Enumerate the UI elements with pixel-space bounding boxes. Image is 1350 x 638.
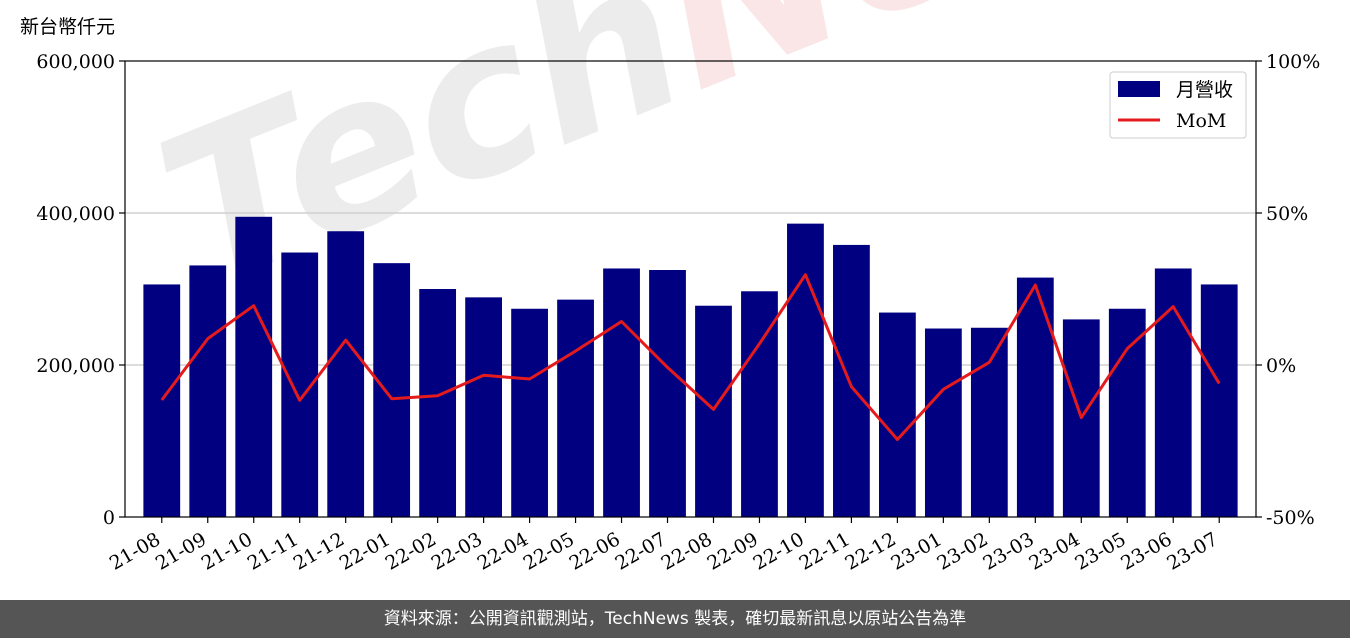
x-tick-label: 21-08 [106,528,164,574]
x-tick-label: 22-05 [520,528,578,574]
revenue-bar [1200,284,1238,517]
source-footer: 資料來源：公開資訊觀測站，TechNews 製表，確切最新訊息以原站公告為準 [0,600,1350,638]
x-tick-label: 22-07 [612,528,670,574]
revenue-bar [833,244,870,518]
x-tick-label: 23-06 [1117,528,1175,574]
left-y-tick-label: 200,000 [36,355,115,377]
revenue-bar [603,268,640,517]
x-tick-label: 22-02 [382,528,440,574]
x-tick-label: 22-06 [566,528,624,574]
revenue-bar [189,265,227,517]
legend-swatch-revenue [1118,81,1160,97]
revenue-bar [741,291,778,517]
legend-label-revenue: 月營收 [1176,79,1233,101]
x-tick-label: 23-02 [933,528,991,574]
revenue-bar [327,231,365,518]
x-tick-label: 22-04 [474,528,532,574]
x-tick-label: 23-04 [1025,528,1083,574]
right-y-tick-label: -50% [1266,507,1315,529]
x-axis: 21-0821-0921-1021-1121-1222-0122-0222-03… [106,517,1222,575]
revenue-bar [879,312,916,517]
revenue-bar [924,328,962,517]
mom-line [160,273,1221,441]
revenue-bar [143,284,181,517]
x-tick-label: 23-07 [1163,528,1221,574]
right-y-tick-label: 50% [1266,203,1308,225]
legend-label-mom: MoM [1176,110,1226,132]
revenue-bar [511,308,548,517]
revenue-chart: 0 200,000 400,000 600,000 -50% 0% 50% 100% 21-… [36,51,1320,575]
y-axis-unit-label: 新台幣仟元 [20,16,116,38]
x-tick-label: 22-08 [658,528,716,574]
revenue-bar [695,305,732,517]
revenue-bar [787,223,824,517]
revenue-bar [1108,308,1146,517]
x-tick-label: 21-11 [244,528,302,574]
x-tick-label: 22-10 [749,528,807,574]
left-y-tick-label: 0 [103,507,115,529]
x-tick-label: 23-01 [887,528,945,574]
legend: 月營收 MoM [1109,71,1247,139]
revenue-bar [1016,277,1054,517]
x-tick-label: 21-09 [152,528,210,574]
revenue-bar [419,289,457,517]
left-y-tick-label: 600,000 [36,51,115,73]
x-tick-label: 21-10 [198,528,256,574]
x-tick-label: 22-01 [336,528,394,574]
revenue-bar [649,270,686,517]
revenue-bar [465,297,502,517]
x-tick-label: 23-03 [979,528,1037,574]
revenue-bar [373,263,411,517]
mom-line-series [160,273,1221,441]
plot-frame [124,60,1257,518]
revenue-bar [557,299,594,517]
right-y-axis: -50% 0% 50% 100% [1256,51,1320,529]
x-tick-label: 22-11 [795,528,853,574]
x-tick-label: 22-03 [428,528,486,574]
revenue-bar [970,327,1008,517]
revenue-bar [1154,268,1192,517]
left-y-tick-label: 400,000 [36,203,115,225]
x-tick-label: 22-09 [704,528,762,574]
right-y-tick-label: 0% [1266,355,1296,377]
revenue-bars [143,216,1238,518]
x-tick-label: 22-12 [841,528,899,574]
revenue-bar [235,216,273,518]
right-y-tick-label: 100% [1266,51,1320,73]
x-tick-label: 23-05 [1071,528,1129,574]
left-y-axis: 0 200,000 400,000 600,000 [36,51,125,529]
x-tick-label: 21-12 [290,528,348,574]
